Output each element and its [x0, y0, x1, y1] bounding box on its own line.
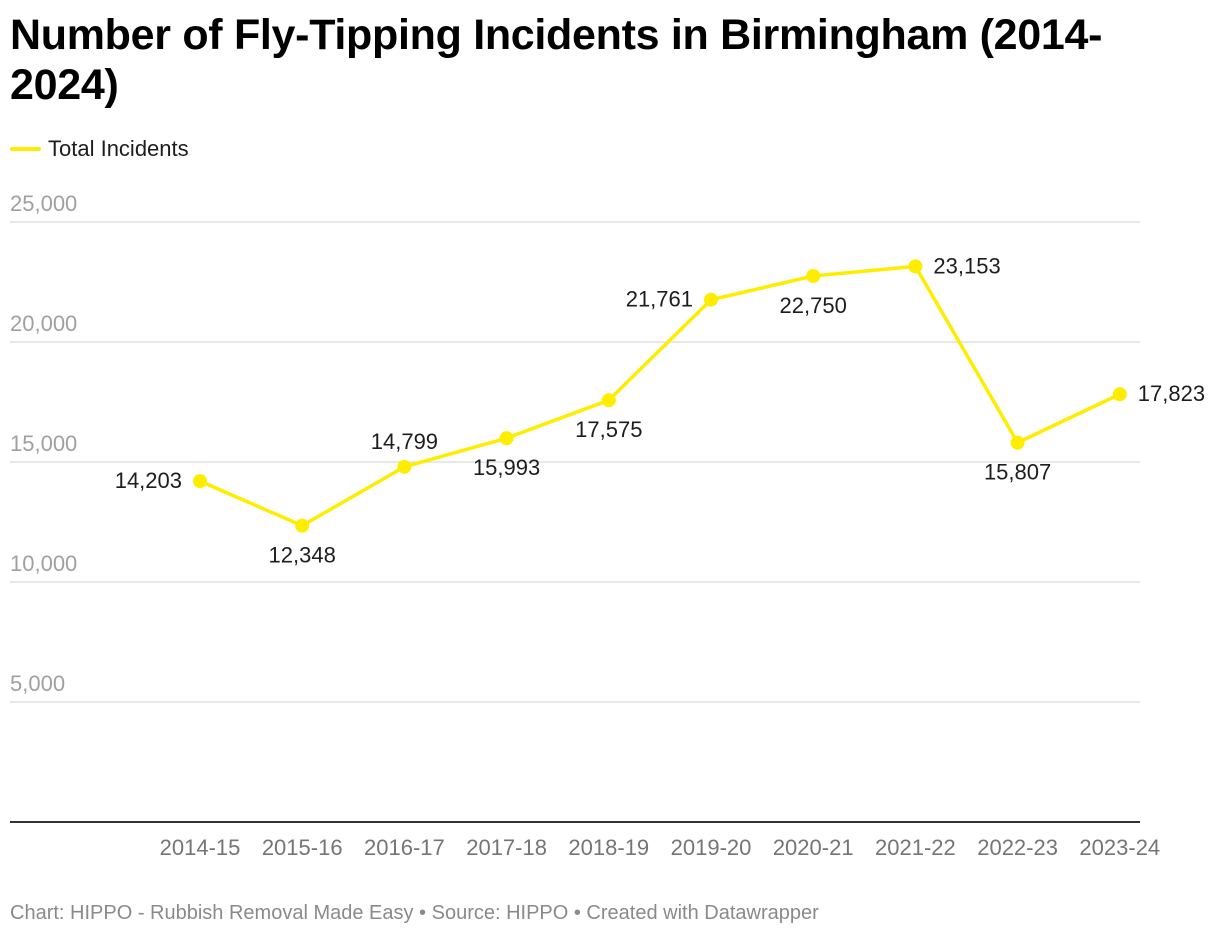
x-tick-label-2015-16: 2015-16	[262, 835, 343, 860]
data-label-2018-19: 17,575	[575, 417, 642, 442]
chart-footer: Chart: HIPPO - Rubbish Removal Made Easy…	[10, 902, 819, 924]
x-tick-label-2017-18: 2017-18	[466, 835, 547, 860]
data-point-2023-24	[1112, 387, 1127, 402]
y-tick-label-25000: 25,000	[10, 191, 77, 216]
data-label-2015-16: 12,348	[269, 543, 336, 568]
x-tick-label-2020-21: 2020-21	[773, 835, 854, 860]
data-label-2023-24: 17,823	[1138, 381, 1205, 406]
data-point-2019-20	[704, 292, 718, 307]
x-tick-label-2019-20: 2019-20	[671, 835, 752, 860]
data-point-2021-22	[908, 259, 923, 274]
chart-title: Number of Fly-Tipping Incidents in Birmi…	[10, 11, 1103, 109]
data-point-2014-15	[193, 474, 207, 489]
data-point-2015-16	[295, 518, 310, 533]
x-tick-label-2014-15: 2014-15	[160, 835, 241, 860]
y-tick-label-10000: 10,000	[10, 551, 77, 576]
data-label-2017-18: 15,993	[473, 455, 540, 480]
x-tick-label-2023-24: 2023-24	[1079, 835, 1160, 860]
data-point-2016-17	[397, 459, 412, 474]
data-label-2022-23: 15,807	[984, 460, 1051, 485]
legend-label-total-incidents: Total Incidents	[48, 136, 189, 161]
data-label-2021-22: 23,153	[933, 253, 1000, 278]
data-label-2016-17: 14,799	[371, 429, 438, 454]
legend-swatch-total-incidents	[10, 147, 41, 151]
data-point-2020-21	[806, 269, 821, 283]
data-point-2018-19	[601, 393, 616, 408]
x-tick-label-2022-23: 2022-23	[977, 835, 1058, 860]
x-tick-label-2016-17: 2016-17	[364, 835, 445, 860]
line-chart: 5,000 10,000 15,000 20,000 25,000 2014-15 2015…	[10, 191, 1205, 860]
y-tick-label-20000: 20,000	[10, 311, 77, 336]
x-tick-label-2018-19: 2018-19	[568, 835, 649, 860]
data-point-2017-18	[499, 431, 514, 446]
y-tick-label-15000: 15,000	[10, 431, 77, 456]
data-label-2014-15: 14,203	[115, 468, 182, 493]
chart-legend: Total Incidents	[10, 136, 189, 162]
y-tick-label-5000: 5,000	[10, 671, 65, 696]
data-label-2020-21: 22,750	[780, 293, 847, 318]
data-label-2019-20: 21,761	[626, 287, 693, 312]
x-tick-label-2021-22: 2021-22	[875, 835, 956, 860]
series-line-total-incidents	[198, 264, 1122, 528]
data-point-2022-23	[1010, 435, 1025, 450]
